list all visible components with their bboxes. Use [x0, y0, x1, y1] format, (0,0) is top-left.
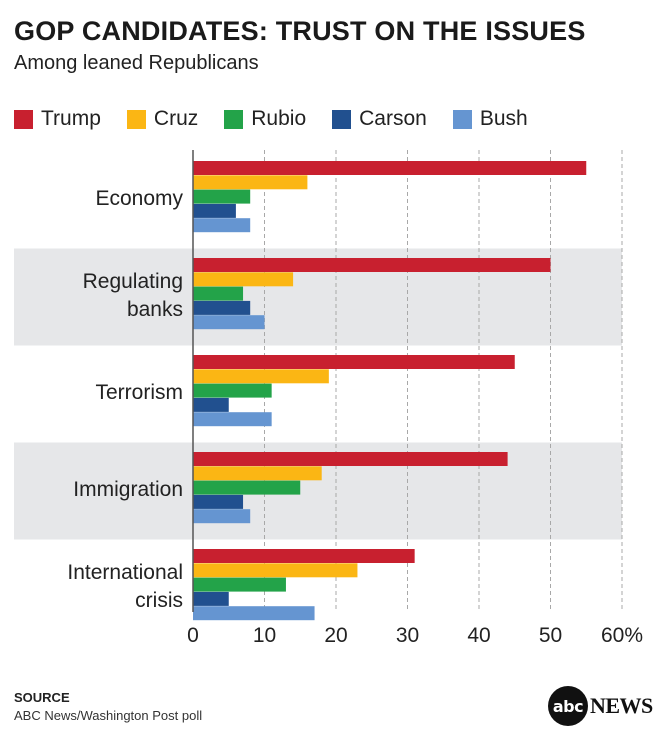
- category-label: banks: [127, 298, 183, 321]
- bar-rubio-economy: [193, 189, 251, 204]
- legend-swatch: [452, 109, 472, 129]
- bar-carson-immigration: [193, 494, 244, 509]
- legend-swatch: [332, 109, 352, 129]
- bar-rubio-regulating-banks: [193, 286, 244, 301]
- chart-subtitle: Among leaned Republicans: [14, 52, 259, 74]
- abc-news-logo: abc NEWS: [548, 686, 653, 726]
- legend-label: Carson: [359, 107, 427, 130]
- x-tick-label: 60%: [601, 624, 643, 647]
- bar-cruz-international-crisis: [193, 563, 358, 578]
- bar-rubio-immigration: [193, 480, 301, 495]
- bar-bush-international-crisis: [193, 606, 315, 621]
- legend-swatch: [14, 109, 33, 129]
- legend-item-rubio: Rubio: [224, 107, 306, 131]
- legend-label: Cruz: [153, 107, 199, 130]
- bar-bush-terrorism: [193, 412, 272, 427]
- bar-carson-regulating-banks: [193, 300, 251, 315]
- bar-carson-international-crisis: [193, 591, 229, 606]
- bar-chart: Economy Regulating banks Terrorism Immigrati…: [14, 150, 643, 647]
- x-tick-label: 20: [324, 624, 347, 647]
- x-tick-label: 0: [187, 624, 199, 647]
- legend-label: Trump: [41, 107, 101, 130]
- legend-label: Bush: [479, 107, 528, 130]
- bar-bush-regulating-banks: [193, 315, 265, 330]
- bar-cruz-regulating-banks: [193, 272, 294, 287]
- x-tick-label: 10: [253, 624, 276, 647]
- x-tick-label: 40: [467, 624, 490, 647]
- chart-legend: Trump Cruz Rubio Carson Bush: [14, 106, 554, 132]
- legend-label: Rubio: [251, 107, 307, 130]
- legend-swatch: [126, 109, 146, 129]
- bar-carson-economy: [193, 203, 236, 218]
- news-logo-word: NEWS: [590, 693, 653, 718]
- chart-title: GOP CANDIDATES: TRUST ON THE ISSUES: [14, 16, 586, 46]
- legend-item-bush: Bush: [452, 107, 528, 131]
- category-label: International: [67, 561, 183, 584]
- bar-cruz-economy: [193, 175, 308, 190]
- legend-item-trump: Trump: [14, 107, 101, 131]
- abc-logo-mark: abc: [548, 686, 588, 726]
- category-label: Economy: [95, 187, 183, 210]
- legend-swatch: [224, 109, 244, 129]
- category-label: Terrorism: [96, 381, 184, 404]
- bar-rubio-terrorism: [193, 383, 272, 398]
- bar-trump-terrorism: [193, 355, 515, 369]
- bar-carson-terrorism: [193, 397, 229, 412]
- bar-rubio-international-crisis: [193, 577, 286, 592]
- bar-bush-immigration: [193, 509, 251, 524]
- category-label: crisis: [135, 589, 183, 612]
- legend-item-cruz: Cruz: [126, 107, 199, 131]
- category-label: Regulating: [83, 270, 183, 293]
- source-text: ABC News/Washington Post poll: [14, 708, 203, 723]
- bar-cruz-terrorism: [193, 369, 329, 384]
- bar-trump-regulating-banks: [193, 258, 551, 272]
- category-label: Immigration: [73, 478, 183, 501]
- bar-cruz-immigration: [193, 466, 322, 481]
- bar-bush-economy: [193, 218, 251, 233]
- bar-trump-international-crisis: [193, 549, 415, 563]
- x-tick-label: 30: [396, 624, 419, 647]
- bar-trump-economy: [193, 161, 587, 175]
- source-heading: SOURCE: [14, 690, 70, 705]
- bar-trump-immigration: [193, 452, 508, 466]
- legend-item-carson: Carson: [332, 107, 427, 131]
- x-tick-label: 50: [539, 624, 562, 647]
